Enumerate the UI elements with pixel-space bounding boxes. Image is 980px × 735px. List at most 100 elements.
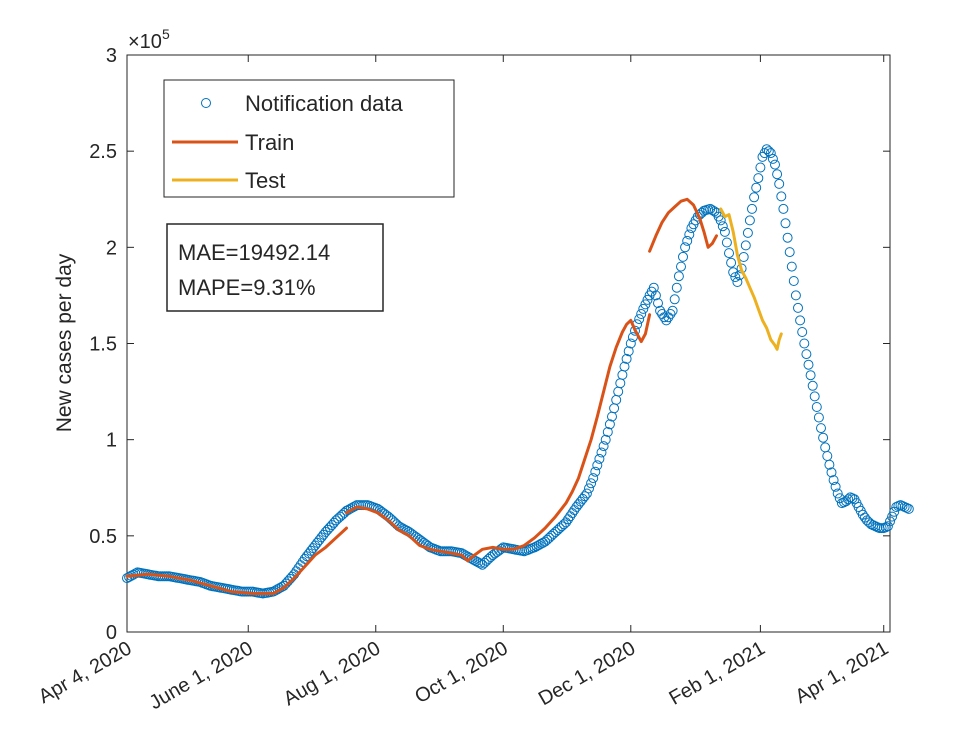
data-point	[579, 491, 590, 502]
data-point	[684, 229, 695, 240]
y-tick-label: 0.5	[89, 526, 117, 548]
data-point	[828, 475, 839, 486]
data-point	[887, 511, 898, 522]
data-point	[824, 459, 835, 470]
data-point	[584, 483, 594, 494]
data-point	[719, 226, 730, 237]
legend-label-train: Train	[245, 130, 294, 155]
y-tick-label: 2	[106, 237, 117, 259]
y-axis-ticks: 0 0.5 1 1.5 2 2.5 3	[89, 45, 890, 644]
y-tick-label: 2.5	[89, 141, 117, 163]
data-point	[749, 192, 760, 203]
y-axis-label: New cases per day	[53, 253, 76, 432]
data-point	[717, 221, 728, 232]
data-point	[795, 315, 806, 326]
data-point	[799, 338, 810, 349]
data-point	[784, 247, 795, 258]
data-point	[778, 203, 789, 214]
data-point	[600, 434, 611, 445]
data-point	[680, 242, 691, 253]
data-point	[786, 261, 797, 272]
legend-marker-notification	[201, 98, 211, 108]
data-point	[782, 232, 793, 243]
data-point	[772, 169, 783, 180]
data-point	[726, 257, 737, 268]
data-point	[630, 325, 640, 336]
data-point	[594, 453, 605, 464]
data-point	[667, 305, 678, 316]
data-point	[780, 218, 791, 229]
data-point	[619, 361, 630, 372]
data-point	[715, 215, 726, 226]
data-point	[770, 159, 780, 170]
data-point	[598, 441, 609, 452]
data-point	[590, 466, 601, 477]
data-point	[634, 314, 645, 325]
data-point	[640, 299, 651, 310]
data-point	[882, 521, 893, 532]
data-point	[625, 338, 636, 349]
data-point	[588, 473, 599, 484]
data-point	[602, 427, 613, 437]
data-point	[642, 294, 653, 305]
data-point	[797, 327, 808, 337]
test-segment	[719, 207, 783, 351]
data-point	[671, 282, 682, 293]
data-point	[130, 568, 141, 579]
data-point	[826, 467, 837, 478]
data-point	[604, 419, 615, 430]
legend: Notification data Train Test	[163, 79, 455, 198]
y-tick-label: 1.5	[89, 334, 117, 356]
data-point	[753, 173, 764, 184]
data-point	[659, 312, 670, 323]
data-point	[638, 303, 649, 314]
data-point	[816, 423, 826, 434]
series-test-line	[719, 207, 783, 351]
data-point	[586, 478, 597, 489]
data-point	[765, 148, 776, 159]
data-point	[747, 203, 757, 214]
data-point	[732, 277, 743, 287]
metrics-annotation: MAE=19492.14 MAPE=9.31%	[166, 223, 384, 312]
mape-text: MAPE=9.31%	[178, 275, 316, 300]
mae-text: MAE=19492.14	[178, 240, 330, 265]
data-point	[653, 298, 663, 309]
data-point	[678, 251, 688, 262]
y-tick-label: 3	[106, 45, 117, 67]
data-point	[665, 309, 676, 319]
data-point	[811, 402, 822, 412]
legend-label-test: Test	[245, 168, 285, 193]
series-train-line	[125, 197, 718, 595]
data-point	[721, 237, 732, 248]
data-point	[744, 215, 755, 226]
data-layer	[122, 144, 914, 599]
metrics-box	[166, 223, 384, 312]
data-point	[807, 380, 818, 391]
data-point	[682, 235, 693, 246]
data-point	[901, 502, 912, 513]
train-segment	[345, 313, 652, 563]
data-point	[475, 558, 486, 569]
data-point	[790, 290, 801, 301]
data-point	[805, 370, 816, 381]
data-point	[742, 227, 753, 238]
data-point	[592, 460, 603, 471]
data-point	[621, 353, 632, 364]
data-point	[774, 178, 785, 189]
data-point	[872, 522, 883, 533]
train-segment	[125, 526, 348, 595]
data-point	[885, 516, 895, 527]
data-point	[673, 271, 684, 282]
legend-label-notification: Notification data	[245, 91, 404, 116]
data-point	[813, 412, 824, 423]
y-tick-label: 1	[106, 430, 117, 452]
data-point	[801, 349, 812, 360]
data-point	[623, 346, 634, 357]
data-point	[793, 302, 803, 313]
data-point	[728, 267, 739, 278]
data-point	[581, 488, 592, 499]
data-point	[596, 447, 607, 458]
data-point	[763, 146, 774, 157]
data-point	[669, 294, 680, 305]
